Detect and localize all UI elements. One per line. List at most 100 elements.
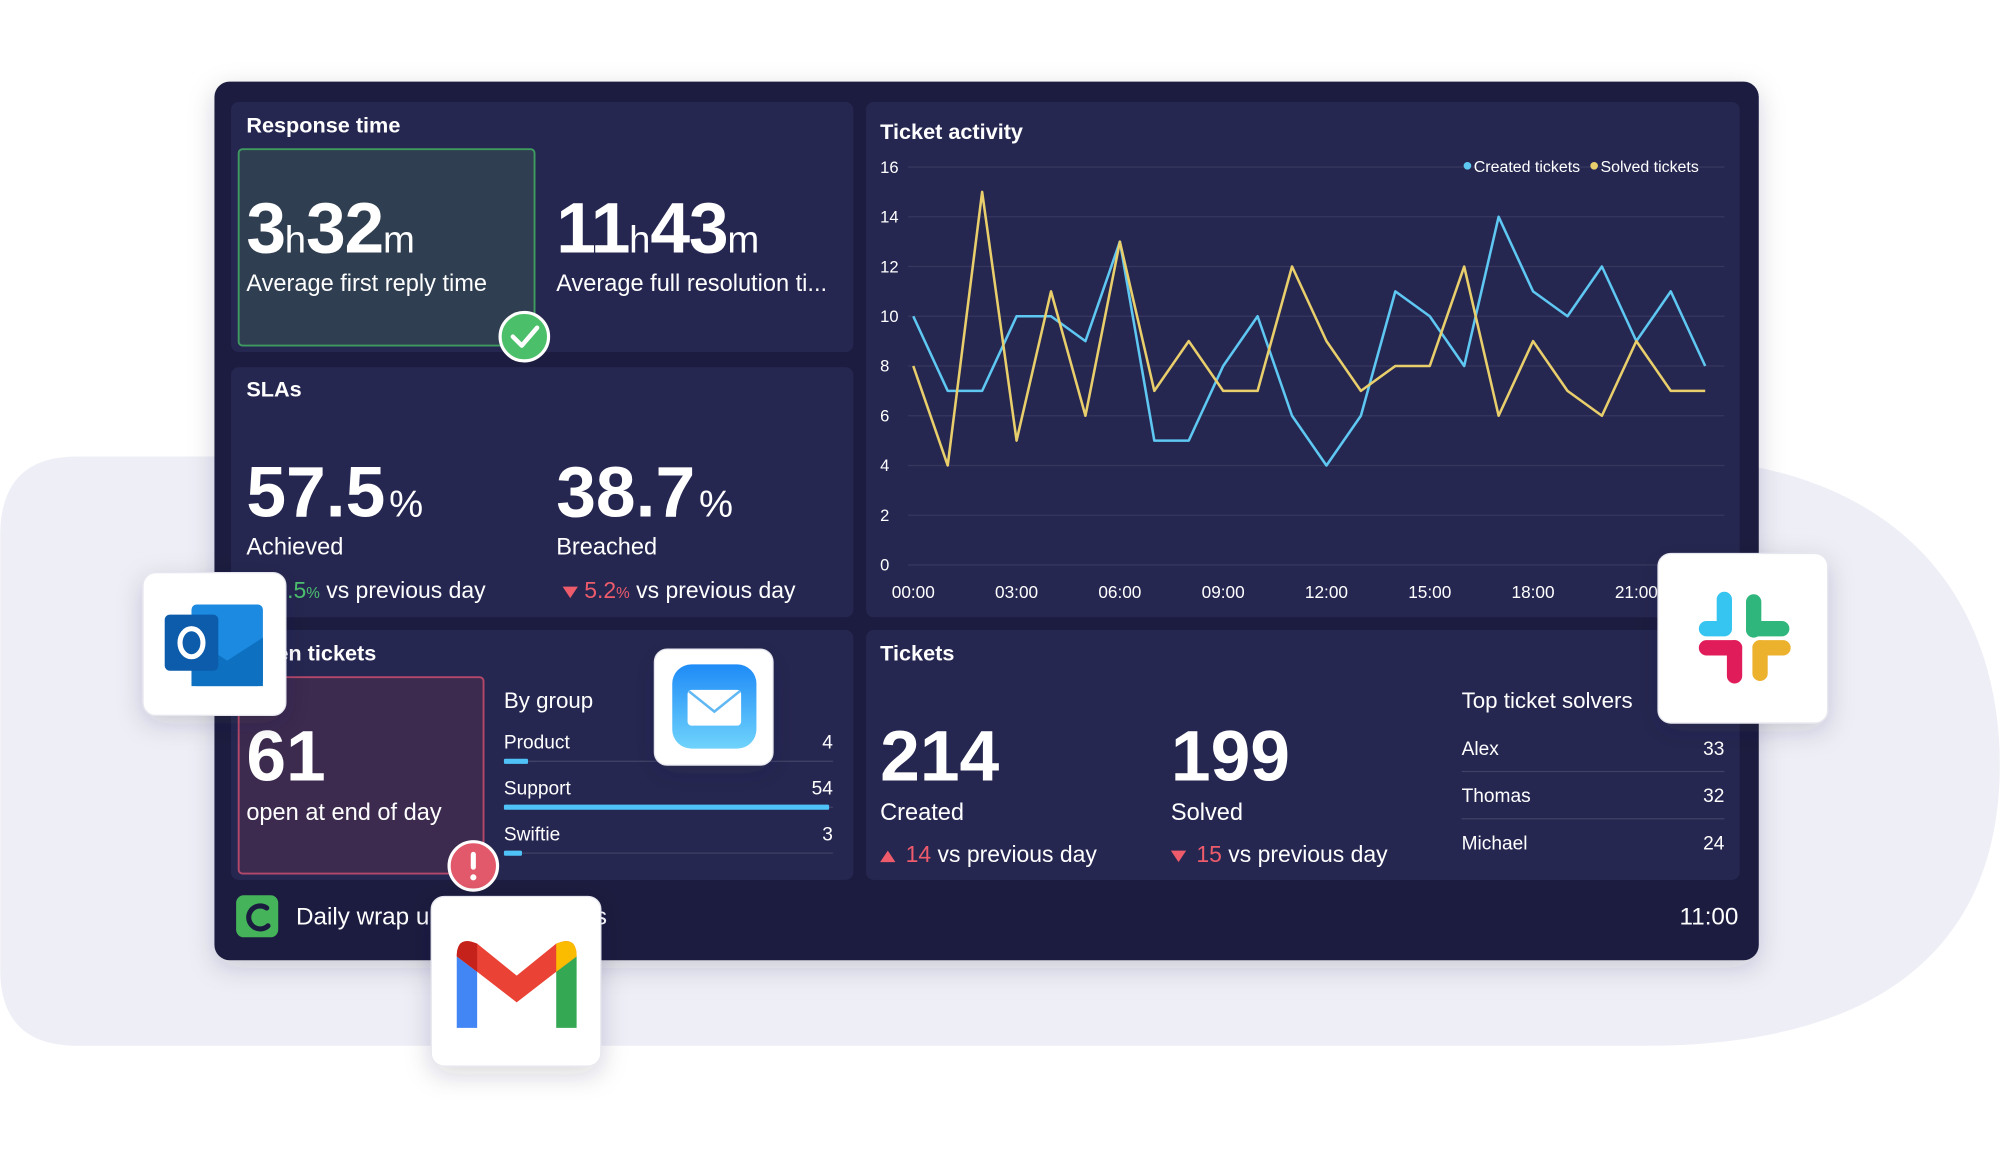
legend-swatch — [1590, 161, 1598, 170]
mail-icon — [653, 648, 774, 766]
change-unit: % — [306, 585, 320, 602]
solvers-title: Top ticket solvers — [1462, 688, 1633, 713]
gmail-icon — [430, 895, 602, 1067]
change-text: vs previous day — [938, 841, 1098, 867]
metric-label: Average first reply time — [246, 270, 487, 296]
panel-title: Tickets — [880, 641, 954, 666]
series-line — [912, 190, 1706, 467]
group-name: Product — [504, 733, 571, 754]
highlight-box — [237, 148, 536, 347]
x-tick-label: 09:00 — [1202, 582, 1245, 602]
change-value: 14 — [906, 841, 932, 867]
group-bar — [503, 850, 522, 856]
group-name: Swiftie — [504, 824, 560, 845]
metric-unit: m — [383, 218, 415, 261]
group-title: By group — [504, 688, 593, 713]
x-tick-label: 00:00 — [892, 582, 935, 602]
change: 14 vs previous day — [906, 841, 1098, 867]
trend-up — [880, 850, 896, 863]
solver-name: Michael — [1462, 833, 1528, 854]
solver-value: 33 — [1703, 739, 1724, 760]
y-tick-label: 6 — [880, 406, 889, 425]
x-tick-label: 15:00 — [1408, 582, 1451, 602]
panel-slas — [231, 367, 854, 618]
metric-unit: % — [699, 482, 733, 525]
metric-label: open at end of day — [246, 799, 442, 825]
y-tick-label: 14 — [880, 208, 898, 227]
group-bar — [503, 804, 830, 810]
legend: Created tickets Solved tickets — [1463, 159, 1699, 176]
y-tick-label: 10 — [880, 307, 898, 326]
solver-value: 32 — [1703, 786, 1724, 807]
chart-title: Ticket activity — [880, 119, 1023, 144]
metric-number: 57.5 — [246, 452, 385, 532]
x-tick-label: 03:00 — [995, 582, 1038, 602]
metric-number: 214 — [880, 716, 999, 796]
x-tick-label: 21:00 — [1615, 582, 1658, 602]
trend-down — [562, 586, 578, 599]
group-bar — [503, 758, 529, 764]
y-tick-label: 2 — [880, 506, 889, 525]
group-name: Support — [504, 778, 572, 799]
y-tick-label: 16 — [880, 158, 898, 177]
check-badge — [498, 310, 551, 363]
metric-number: 38.7 — [556, 452, 695, 532]
change-text: vs previous day — [1228, 841, 1388, 867]
metric-label: Achieved — [246, 534, 343, 560]
metric-label: Breached — [556, 534, 657, 560]
footer-time: 11:00 — [1680, 904, 1739, 931]
metric-number: 3 — [246, 188, 284, 268]
metric-number: 199 — [1171, 716, 1290, 796]
metric-number: 32 — [306, 188, 383, 268]
legend-swatch — [1463, 161, 1472, 170]
x-tick-label: 06:00 — [1098, 582, 1141, 602]
solver-value: 24 — [1703, 833, 1725, 854]
change-unit: % — [616, 585, 630, 602]
metric-value: 57.5% — [246, 452, 423, 532]
group-value: 3 — [822, 824, 833, 845]
metric-label: Created — [880, 799, 964, 825]
change-text: vs previous day — [326, 577, 486, 603]
change: 5.5% vs previous day — [274, 577, 486, 603]
metric-unit: m — [727, 218, 759, 261]
group-value: 4 — [822, 733, 833, 754]
y-tick-label: 0 — [880, 556, 889, 575]
metric-label: Solved — [1171, 799, 1243, 825]
trend-down — [1170, 850, 1187, 863]
y-tick-label: 4 — [880, 456, 889, 475]
x-tick-label: 12:00 — [1305, 582, 1348, 602]
panel-title: Response time — [246, 113, 400, 138]
metric-number: 61 — [246, 716, 325, 796]
panel-tickets — [866, 629, 1740, 880]
alert-box — [237, 676, 485, 875]
change: 5.2% vs previous day — [584, 577, 796, 603]
metric-value: 38.7% — [556, 452, 733, 532]
metric-value: 3h32m — [246, 188, 415, 268]
solver-name: Thomas — [1462, 786, 1531, 807]
x-tick-label: 18:00 — [1512, 582, 1555, 602]
metric-unit: h — [629, 218, 650, 261]
solver-name: Alex — [1462, 739, 1500, 760]
footer-logo — [236, 895, 279, 938]
change-text: vs previous day — [636, 577, 796, 603]
legend-label: Created tickets — [1474, 159, 1580, 176]
legend-label: Solved tickets — [1601, 159, 1699, 176]
metric-unit: % — [389, 482, 423, 525]
change-value: 5.2 — [584, 577, 616, 603]
slack-icon — [1657, 552, 1829, 724]
metric-label: Average full resolution ti... — [556, 270, 827, 296]
outlook-icon — [142, 571, 287, 717]
panel-title: SLAs — [246, 377, 301, 402]
group-value: 54 — [812, 778, 834, 799]
metric-number: 43 — [650, 188, 727, 268]
change-value: 15 — [1196, 841, 1222, 867]
y-tick-label: 12 — [880, 257, 898, 276]
panel-activity — [866, 102, 1740, 618]
y-tick-label: 8 — [880, 357, 889, 376]
metric-unit: h — [285, 218, 306, 261]
alert-badge — [447, 840, 500, 892]
change: 15 vs previous day — [1196, 841, 1388, 867]
